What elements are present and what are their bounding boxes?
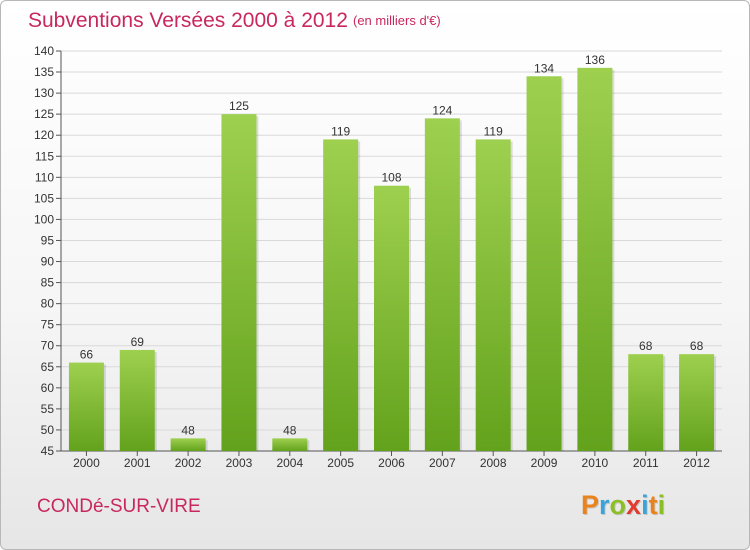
y-tick-label: 140: [34, 44, 54, 58]
x-tick-label: 2011: [633, 456, 659, 470]
bar: [272, 438, 308, 451]
x-tick-label: 2010: [582, 456, 609, 470]
data-label: 119: [331, 124, 350, 138]
data-label: 134: [534, 61, 554, 75]
y-tick-label: 80: [41, 297, 55, 311]
bar: [374, 185, 409, 451]
data-label: 69: [131, 335, 145, 349]
y-tick-label: 65: [41, 360, 55, 374]
y-tick-label: 55: [41, 402, 55, 416]
bar: [221, 114, 257, 451]
y-tick-label: 120: [34, 128, 54, 142]
y-tick-label: 95: [41, 233, 55, 247]
y-tick-label: 135: [34, 65, 54, 79]
commune-name: CONDé-SUR-VIRE: [37, 496, 201, 517]
x-tick-label: 2007: [429, 456, 456, 470]
y-tick-label: 115: [35, 149, 54, 163]
x-tick-label: 2009: [531, 456, 558, 470]
proxiti-logo: Proxiti: [581, 490, 666, 520]
chart-title: Subventions Versées 2000 à 2012: [28, 9, 348, 32]
y-tick-label: 70: [41, 339, 55, 353]
bar: [475, 139, 511, 451]
data-label: 68: [639, 339, 653, 353]
y-tick-label: 110: [35, 170, 54, 184]
data-label: 108: [381, 171, 401, 185]
x-tick-label: 2012: [683, 456, 710, 470]
bar: [577, 67, 613, 451]
bar: [424, 118, 460, 452]
bar: [679, 354, 715, 451]
y-tick-label: 50: [41, 423, 55, 437]
y-tick-label: 85: [41, 276, 55, 290]
x-tick-label: 2002: [175, 456, 202, 470]
y-tick-label: 75: [41, 318, 55, 332]
y-tick-label: 45: [41, 444, 55, 458]
data-label: 68: [690, 339, 704, 353]
data-label: 119: [484, 124, 503, 138]
x-tick-label: 2006: [378, 456, 405, 470]
y-tick-label: 105: [34, 191, 54, 205]
y-tick-label: 90: [41, 255, 55, 269]
data-label: 124: [432, 103, 452, 117]
bar: [68, 362, 104, 451]
x-tick-label: 2004: [276, 456, 303, 470]
x-tick-label: 2005: [327, 456, 354, 470]
x-tick-label: 2000: [73, 456, 100, 470]
chart-subtitle: (en milliers d'€): [353, 13, 441, 28]
data-label: 125: [229, 99, 249, 113]
bar: [119, 349, 155, 451]
y-tick-label: 100: [34, 212, 54, 226]
bar: [628, 354, 664, 451]
bar: [526, 76, 562, 452]
data-label: 136: [585, 53, 605, 67]
data-label: 48: [283, 423, 297, 437]
bar: [323, 139, 359, 451]
y-tick-label: 125: [34, 107, 54, 121]
x-tick-label: 2001: [124, 456, 151, 470]
bar: [170, 438, 206, 451]
x-tick-label: 2003: [226, 456, 253, 470]
data-label: 48: [181, 423, 195, 437]
y-tick-label: 130: [34, 86, 54, 100]
y-tick-label: 60: [41, 381, 55, 395]
data-label: 66: [80, 348, 94, 362]
x-tick-label: 2008: [480, 456, 507, 470]
